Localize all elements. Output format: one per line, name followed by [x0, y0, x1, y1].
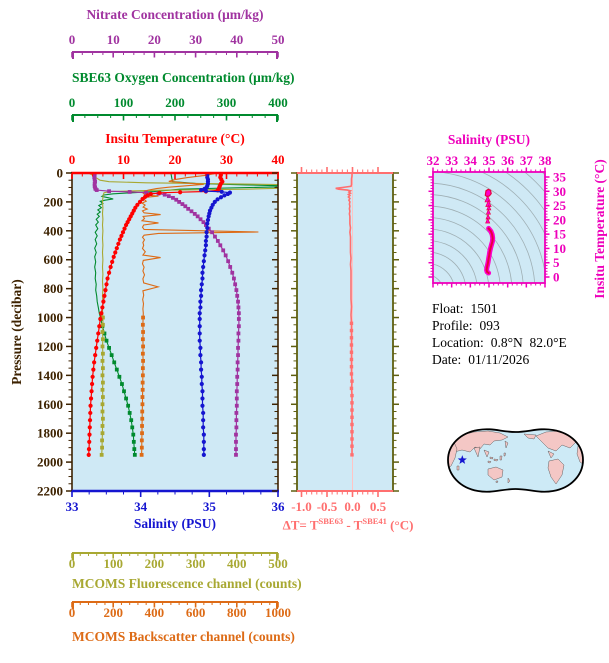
svg-text:100: 100 — [103, 556, 123, 571]
svg-text:35: 35 — [203, 499, 217, 514]
svg-text:400: 400 — [227, 556, 247, 571]
svg-text:30: 30 — [220, 152, 233, 167]
svg-text:37: 37 — [520, 153, 534, 168]
svg-text:200: 200 — [44, 194, 64, 209]
svg-text:2000: 2000 — [37, 455, 63, 470]
svg-text:20: 20 — [169, 152, 182, 167]
main-profile-plot — [66, 171, 279, 497]
salinity-axis-title: Salinity (PSU) — [133, 516, 217, 531]
svg-text:400: 400 — [145, 605, 165, 620]
float-info: Float: 1501 Profile: 093 Location: 0.8°N 82… — [432, 300, 567, 368]
svg-text:0: 0 — [69, 152, 76, 167]
svg-text:30: 30 — [553, 184, 566, 199]
svg-text:300: 300 — [186, 556, 206, 571]
ts-diagram — [428, 167, 550, 288]
svg-text:0.0: 0.0 — [344, 499, 360, 514]
svg-text:100: 100 — [114, 95, 134, 110]
svg-text:1600: 1600 — [37, 397, 63, 412]
svg-text:40: 40 — [230, 32, 243, 47]
svg-text:15: 15 — [553, 227, 567, 242]
svg-text:20: 20 — [553, 212, 566, 227]
svg-text:200: 200 — [165, 95, 185, 110]
svg-text:10: 10 — [117, 152, 130, 167]
svg-text:1400: 1400 — [37, 368, 63, 383]
ts-salinity-title: Salinity (PSU) — [447, 132, 531, 147]
float-info-row: Profile: 093 — [432, 318, 500, 333]
svg-text:0: 0 — [57, 166, 64, 181]
svg-text:33: 33 — [445, 153, 459, 168]
svg-text:-0.5: -0.5 — [317, 499, 338, 514]
ts-temperature-title: Insitu Temperature (°C) — [592, 159, 607, 299]
svg-text:10: 10 — [107, 32, 120, 47]
svg-text:600: 600 — [44, 252, 64, 267]
svg-text:300: 300 — [217, 95, 237, 110]
svg-text:200: 200 — [103, 605, 123, 620]
float-info-row: Location: 0.8°N 82.0°E — [432, 335, 567, 350]
svg-text:600: 600 — [186, 605, 206, 620]
fluorescence-axis — [71, 552, 279, 560]
float-info-row: Date: 01/11/2026 — [432, 352, 530, 367]
svg-text:35: 35 — [483, 153, 497, 168]
svg-text:0: 0 — [69, 556, 76, 571]
svg-text:34: 34 — [134, 499, 148, 514]
svg-text:34: 34 — [464, 153, 478, 168]
svg-text:0: 0 — [69, 95, 76, 110]
main-series — [86, 173, 278, 457]
float-location-star — [457, 455, 467, 464]
svg-text:50: 50 — [272, 32, 285, 47]
svg-text:-1.0: -1.0 — [291, 499, 312, 514]
nitrate-axis — [71, 51, 279, 59]
svg-text:1000: 1000 — [265, 605, 291, 620]
svg-text:200: 200 — [145, 556, 165, 571]
delta-t-plot — [291, 167, 399, 497]
svg-text:400: 400 — [268, 95, 288, 110]
series-temperature-profile — [88, 173, 224, 455]
svg-text:1800: 1800 — [37, 426, 63, 441]
backscatter-axis — [71, 601, 279, 609]
svg-text:1000: 1000 — [37, 310, 63, 325]
svg-text:5: 5 — [553, 255, 560, 270]
svg-text:35: 35 — [553, 170, 567, 185]
svg-text:25: 25 — [553, 198, 567, 213]
backscatter-axis-title: MCOMS Backscatter channel (counts) — [72, 629, 295, 644]
svg-text:0: 0 — [553, 270, 560, 285]
svg-text:38: 38 — [539, 153, 553, 168]
oxygen-axis-title: SBE63 Oxygen Concentration (μm/kg) — [72, 70, 295, 85]
oxygen-axis — [71, 114, 279, 122]
svg-text:33: 33 — [66, 499, 80, 514]
svg-text:0.5: 0.5 — [370, 499, 387, 514]
svg-text:500: 500 — [268, 556, 288, 571]
world-map — [447, 428, 584, 493]
float-info-row: Float: 1501 — [432, 301, 498, 316]
svg-text:800: 800 — [227, 605, 247, 620]
svg-text:10: 10 — [553, 241, 566, 256]
pressure-axis-title: Pressure (decibar) — [9, 279, 24, 385]
svg-text:0: 0 — [69, 605, 76, 620]
svg-text:20: 20 — [148, 32, 161, 47]
svg-text:800: 800 — [44, 281, 64, 296]
nitrate-axis-title: Nitrate Concentration (μm/kg) — [86, 7, 264, 22]
svg-text:32: 32 — [427, 153, 440, 168]
temperature-axis-title: Insitu Temperature (°C) — [105, 131, 245, 146]
map-land — [448, 429, 583, 485]
svg-text:30: 30 — [189, 32, 202, 47]
svg-text:400: 400 — [44, 223, 64, 238]
delta-t-axis-title: ΔT= TSBE63 - TSBE41 (°C) — [282, 516, 414, 533]
svg-text:2200: 2200 — [37, 484, 63, 499]
ts-curve — [484, 188, 496, 276]
fluorescence-axis-title: MCOMS Fluorescence channel (counts) — [72, 576, 302, 591]
svg-text:1200: 1200 — [37, 339, 63, 354]
svg-text:36: 36 — [501, 153, 515, 168]
svg-text:36: 36 — [272, 499, 286, 514]
svg-text:0: 0 — [69, 32, 76, 47]
svg-text:40: 40 — [272, 152, 285, 167]
